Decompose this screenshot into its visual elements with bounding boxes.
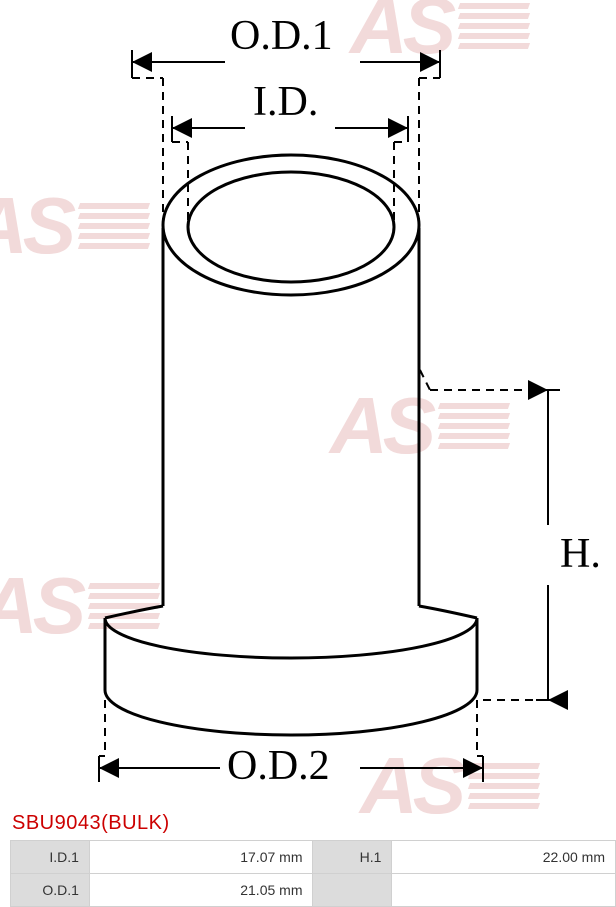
bushing-svg [0,0,616,820]
spec-val: 21.05 mm [89,874,313,907]
table-row: I.D.1 17.07 mm H.1 22.00 mm [11,841,616,874]
spec-key [313,874,392,907]
spec-val: 22.00 mm [392,841,616,874]
spec-val [392,874,616,907]
product-code: SBU9043(BULK) [12,812,170,835]
spec-key: I.D.1 [11,841,90,874]
spec-val: 17.07 mm [89,841,313,874]
spec-key: O.D.1 [11,874,90,907]
spec-key: H.1 [313,841,392,874]
diagram-area: AS AS AS AS AS O.D.1 I.D. O.D.2 H. [0,0,616,820]
spec-table: I.D.1 17.07 mm H.1 22.00 mm O.D.1 21.05 … [10,840,616,907]
table-row: O.D.1 21.05 mm [11,874,616,907]
